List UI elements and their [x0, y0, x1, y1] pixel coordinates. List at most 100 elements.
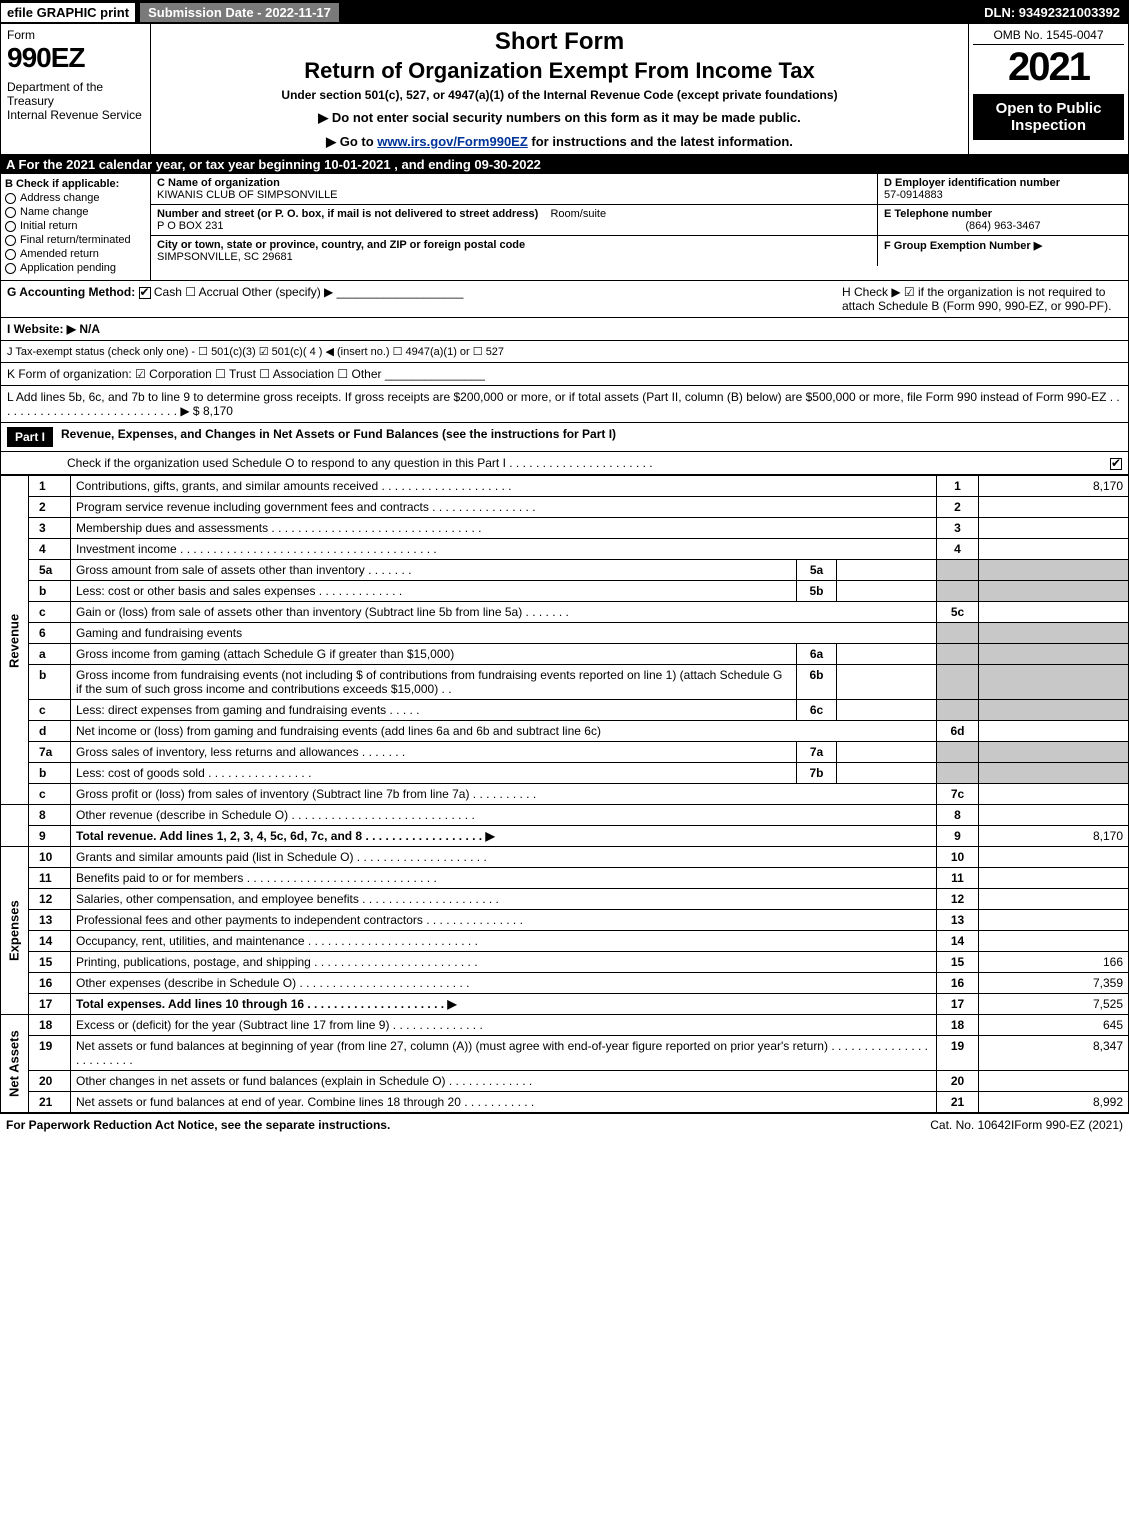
form-label: Form — [7, 28, 144, 42]
city-value: SIMPSONVILLE, SC 29681 — [157, 251, 871, 263]
l21-ln: 21 — [937, 1092, 979, 1113]
l7a-desc: Gross sales of inventory, less returns a… — [71, 742, 797, 763]
l6b-sn: 6b — [797, 665, 837, 700]
omb-number: OMB No. 1545-0047 — [973, 28, 1124, 45]
l7a-subval — [837, 742, 937, 763]
schedule-o-checkbox[interactable] — [1110, 458, 1122, 470]
l7b-num: b — [29, 763, 71, 784]
l16-desc: Other expenses (describe in Schedule O) … — [71, 973, 937, 994]
opt-name: Name change — [20, 206, 89, 218]
l6a-num: a — [29, 644, 71, 665]
check-amended-return[interactable] — [5, 249, 16, 260]
ein-label: D Employer identification number — [884, 177, 1122, 189]
submission-date-badge: Submission Date - 2022-11-17 — [139, 2, 340, 23]
l17-amount: 7,525 — [979, 994, 1129, 1015]
l6a-ln-shade — [937, 644, 979, 665]
form-number: 990EZ — [7, 42, 144, 74]
footer-right-text: Form 990-EZ (2021) — [1014, 1118, 1123, 1132]
l15-amount: 166 — [979, 952, 1129, 973]
l6-amt-shade — [979, 623, 1129, 644]
l6c-subval — [837, 700, 937, 721]
check-name-change[interactable] — [5, 207, 16, 218]
l3-desc: Membership dues and assessments . . . . … — [71, 518, 937, 539]
footer-left: For Paperwork Reduction Act Notice, see … — [6, 1118, 930, 1132]
street-value: P O BOX 231 — [157, 220, 871, 232]
l7a-num: 7a — [29, 742, 71, 763]
efile-print-label[interactable]: efile GRAPHIC print — [1, 3, 135, 22]
l6c-num: c — [29, 700, 71, 721]
box-c-d-wrap: C Name of organization KIWANIS CLUB OF S… — [151, 174, 1128, 280]
l19-num: 19 — [29, 1036, 71, 1071]
check-application-pending[interactable] — [5, 263, 16, 274]
l5c-num: c — [29, 602, 71, 623]
check-initial-return[interactable] — [5, 221, 16, 232]
l1-desc: Contributions, gifts, grants, and simila… — [71, 476, 937, 497]
l5c-desc: Gain or (loss) from sale of assets other… — [71, 602, 937, 623]
instruction-2: ▶ Go to www.irs.gov/Form990EZ for instru… — [157, 134, 962, 150]
l19-desc: Net assets or fund balances at beginning… — [71, 1036, 937, 1071]
l11-desc: Benefits paid to or for members . . . . … — [71, 868, 937, 889]
opt-address: Address change — [20, 192, 100, 204]
side-expenses: Expenses — [1, 847, 29, 1015]
l6b-subval — [837, 665, 937, 700]
header-center: Short Form Return of Organization Exempt… — [151, 24, 968, 154]
check-final-return[interactable] — [5, 235, 16, 246]
l13-num: 13 — [29, 910, 71, 931]
l6d-ln: 6d — [937, 721, 979, 742]
l13-ln: 13 — [937, 910, 979, 931]
l16-amount: 7,359 — [979, 973, 1129, 994]
l5a-amt-shade — [979, 560, 1129, 581]
l7a-ln-shade — [937, 742, 979, 763]
name-label: C Name of organization — [157, 177, 871, 189]
row-l-gross: L Add lines 5b, 6c, and 7b to line 9 to … — [0, 386, 1129, 423]
l9-desc-text: Total revenue. Add lines 1, 2, 3, 4, 5c,… — [76, 829, 495, 843]
l20-ln: 20 — [937, 1071, 979, 1092]
l11-amount — [979, 868, 1129, 889]
l15-num: 15 — [29, 952, 71, 973]
l12-amount — [979, 889, 1129, 910]
l6b-num: b — [29, 665, 71, 700]
box-d-ein: D Employer identification number 57-0914… — [878, 174, 1128, 204]
l5a-ln-shade — [937, 560, 979, 581]
l14-desc: Occupancy, rent, utilities, and maintena… — [71, 931, 937, 952]
l7c-num: c — [29, 784, 71, 805]
g-opts: Cash ☐ Accrual Other (specify) ▶ — [154, 285, 333, 299]
l11-ln: 11 — [937, 868, 979, 889]
l7a-amt-shade — [979, 742, 1129, 763]
instr2-prefix: ▶ Go to — [326, 134, 377, 149]
g-label: G Accounting Method: — [7, 285, 135, 299]
dln-label: DLN: 93492321003392 — [976, 3, 1128, 22]
l14-amount — [979, 931, 1129, 952]
l4-desc: Investment income . . . . . . . . . . . … — [71, 539, 937, 560]
l7c-ln: 7c — [937, 784, 979, 805]
l21-amount: 8,992 — [979, 1092, 1129, 1113]
ein-value: 57-0914883 — [884, 189, 1122, 201]
instruction-1: ▶ Do not enter social security numbers o… — [157, 110, 962, 126]
box-e-phone: E Telephone number (864) 963-3467 — [878, 205, 1128, 235]
open-to-public-badge: Open to Public Inspection — [973, 94, 1124, 140]
dept-label: Department of the Treasury Internal Reve… — [7, 80, 144, 122]
l7a-sn: 7a — [797, 742, 837, 763]
l5b-amt-shade — [979, 581, 1129, 602]
l6d-amount — [979, 721, 1129, 742]
top-bar: efile GRAPHIC print Submission Date - 20… — [0, 0, 1129, 24]
irs-link[interactable]: www.irs.gov/Form990EZ — [377, 134, 528, 149]
l14-ln: 14 — [937, 931, 979, 952]
form-title: Return of Organization Exempt From Incom… — [157, 58, 962, 84]
short-form-title: Short Form — [157, 28, 962, 56]
l7c-amount — [979, 784, 1129, 805]
l10-ln: 10 — [937, 847, 979, 868]
check-cash[interactable] — [139, 287, 151, 299]
check-address-change[interactable] — [5, 193, 16, 204]
part-1-check-row: Check if the organization used Schedule … — [0, 452, 1129, 475]
l8-num: 8 — [29, 805, 71, 826]
box-c-city: City or town, state or province, country… — [151, 236, 878, 266]
l6d-num: d — [29, 721, 71, 742]
l9-num: 9 — [29, 826, 71, 847]
l5a-subval — [837, 560, 937, 581]
l3-ln: 3 — [937, 518, 979, 539]
l18-num: 18 — [29, 1015, 71, 1036]
section-a-period: A For the 2021 calendar year, or tax yea… — [0, 155, 1129, 174]
website-text: I Website: ▶ N/A — [7, 322, 100, 336]
l12-ln: 12 — [937, 889, 979, 910]
